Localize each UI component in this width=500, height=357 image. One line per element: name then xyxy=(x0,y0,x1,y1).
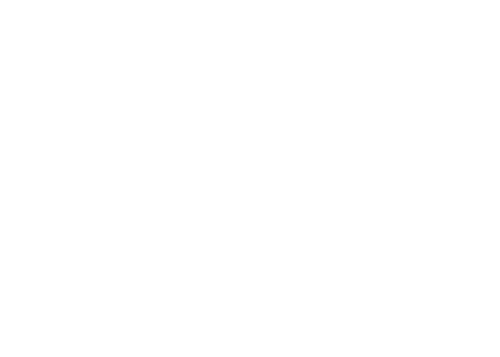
Text: D: D xyxy=(258,190,274,209)
Text: C: C xyxy=(8,190,22,209)
Text: A: A xyxy=(8,12,23,31)
Text: B: B xyxy=(258,12,273,31)
